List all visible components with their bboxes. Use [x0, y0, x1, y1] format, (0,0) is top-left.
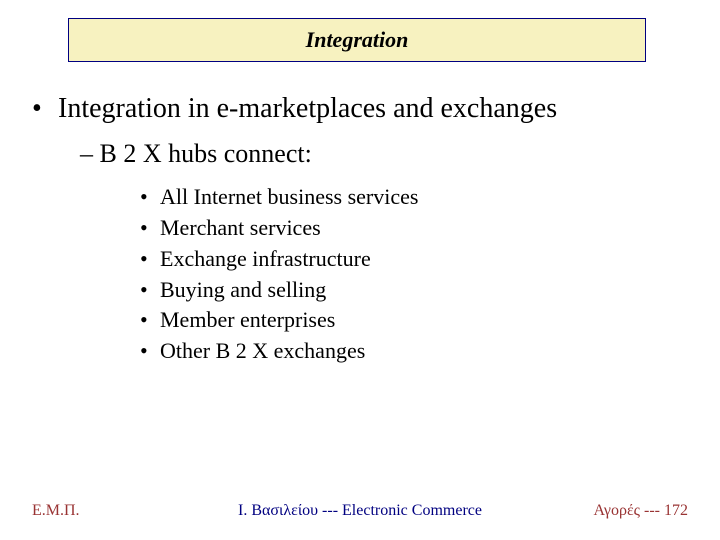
list-item-text: Exchange infrastructure: [160, 246, 371, 271]
footer-page-number: 172: [664, 502, 688, 519]
title-box: Integration: [68, 18, 646, 62]
list-item: •Merchant services: [140, 213, 688, 244]
list-item: •Other B 2 X exchanges: [140, 336, 688, 367]
bullet-level2: – B 2 X hubs connect:: [80, 136, 688, 172]
bullet-level2-text: – B 2 X hubs connect:: [80, 139, 312, 168]
bullet-dot-icon: •: [32, 90, 58, 128]
list-item-text: Merchant services: [160, 215, 321, 240]
bullet-dot-icon: •: [140, 305, 160, 336]
slide-title: Integration: [306, 27, 409, 53]
bullet-level1-text: Integration in e-marketplaces and exchan…: [58, 93, 557, 124]
list-item: •Buying and selling: [140, 275, 688, 306]
list-item: •All Internet business services: [140, 182, 688, 213]
list-item-text: Other B 2 X exchanges: [160, 338, 365, 363]
bullet-dot-icon: •: [140, 336, 160, 367]
list-item-text: Buying and selling: [160, 277, 326, 302]
bullet-dot-icon: •: [140, 244, 160, 275]
list-item-text: All Internet business services: [160, 184, 418, 209]
bullet-dot-icon: •: [140, 213, 160, 244]
list-item: •Exchange infrastructure: [140, 244, 688, 275]
slide: Integration •Integration in e-marketplac…: [0, 0, 720, 540]
list-item: •Member enterprises: [140, 305, 688, 336]
content-area: •Integration in e-marketplaces and excha…: [32, 90, 688, 367]
sub-bullet-list: •All Internet business services •Merchan…: [140, 182, 688, 367]
bullet-dot-icon: •: [140, 182, 160, 213]
footer-right-label: Αγορές ---: [593, 502, 664, 519]
footer-right: Αγορές --- 172: [593, 502, 688, 520]
footer: Ε.Μ.Π. Ι. Βασιλείου --- Electronic Comme…: [0, 502, 720, 526]
bullet-dot-icon: •: [140, 275, 160, 306]
bullet-level1: •Integration in e-marketplaces and excha…: [32, 90, 688, 128]
list-item-text: Member enterprises: [160, 307, 335, 332]
